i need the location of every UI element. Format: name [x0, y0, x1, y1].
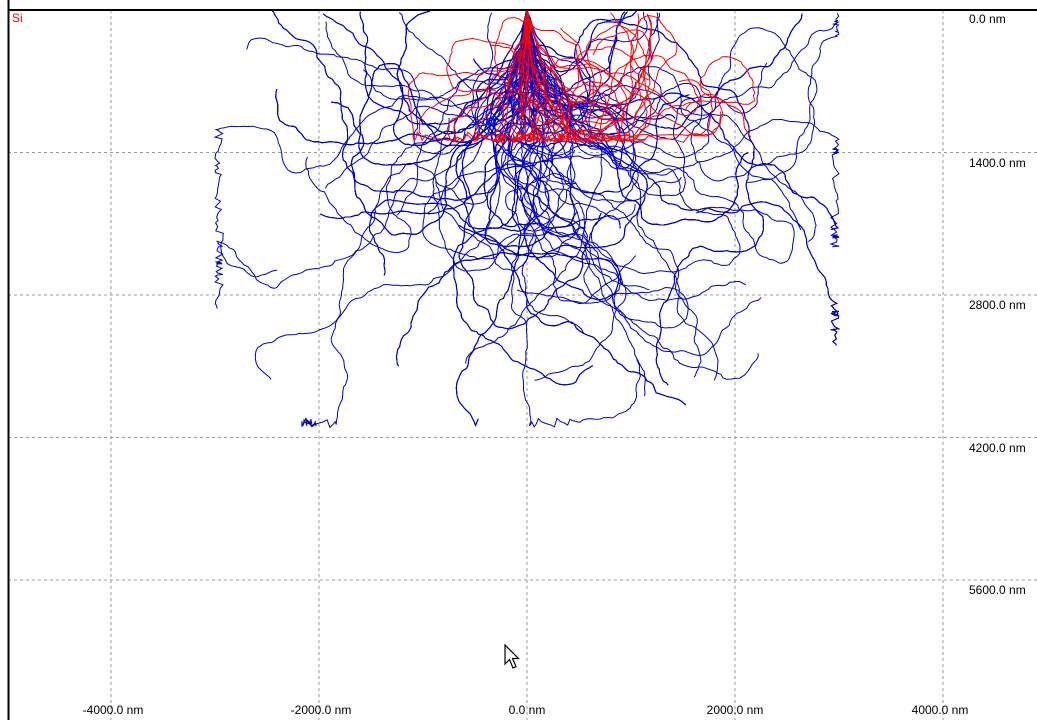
backscattered-trajectories-series [407, 9, 756, 144]
electron-trajectory [483, 9, 578, 229]
x-tick-label: 0.0 nm [508, 703, 546, 717]
y-tick-label: 0.0 nm [969, 12, 1006, 26]
backscattered-trajectory [526, 9, 654, 142]
backscattered-trajectory [513, 9, 713, 144]
y-tick-label: 1400.0 nm [969, 156, 1026, 170]
electron-trajectory [455, 9, 687, 406]
electron-trajectory [521, 9, 765, 386]
electron-trajectory [526, 9, 626, 109]
electron-trajectory [526, 10, 803, 130]
backscattered-trajectory [526, 9, 652, 125]
backscattered-trajectory [474, 9, 634, 143]
electron-trajectory [358, 9, 575, 166]
electron-trajectory [319, 9, 572, 220]
electron-trajectory [505, 9, 702, 378]
backscattered-trajectory [522, 9, 653, 141]
electron-trajectory [506, 9, 762, 356]
electron-trajectory [331, 9, 528, 236]
electron-trajectory [396, 9, 529, 135]
backscattered-trajectory [508, 9, 722, 137]
y-tick-label: 5600.0 nm [969, 583, 1026, 597]
x-tick-label: 4000.0 nm [911, 703, 969, 717]
electron-trajectory [396, 9, 529, 135]
backscattered-trajectory [512, 9, 609, 143]
electron-trajectory [512, 9, 627, 381]
grid-lines [8, 10, 1037, 720]
x-tick-label: -4000.0 nm [82, 703, 144, 717]
y-tick-label: 2800.0 nm [969, 298, 1026, 312]
backscattered-trajectory [518, 9, 678, 142]
electron-trajectory [526, 9, 581, 261]
y-tick-label: 4200.0 nm [969, 441, 1026, 455]
x-tick-label: 2000.0 nm [706, 703, 764, 717]
electron-trajectory [275, 9, 528, 146]
material-label: Si [12, 11, 23, 25]
backscattered-trajectory [526, 9, 595, 143]
backscattered-trajectory [446, 9, 548, 136]
electron-trajectory [305, 10, 530, 254]
electron-trajectory [521, 9, 818, 183]
electron-trajectory [396, 9, 529, 135]
backscattered-trajectory [493, 9, 602, 130]
electron-trajectory [213, 9, 528, 278]
electron-trajectory [359, 9, 528, 125]
backscattered-trajectory [526, 9, 625, 143]
electron-trajectory [396, 9, 529, 135]
mouse-pointer-icon [504, 644, 520, 669]
backscattered-trajectory [526, 9, 700, 143]
backscattered-trajectory [526, 9, 756, 143]
electron-trajectory [214, 9, 531, 309]
backscattered-trajectory [407, 9, 552, 143]
backscattered-trajectory [498, 9, 628, 143]
x-tick-label: -2000.0 nm [290, 703, 352, 717]
